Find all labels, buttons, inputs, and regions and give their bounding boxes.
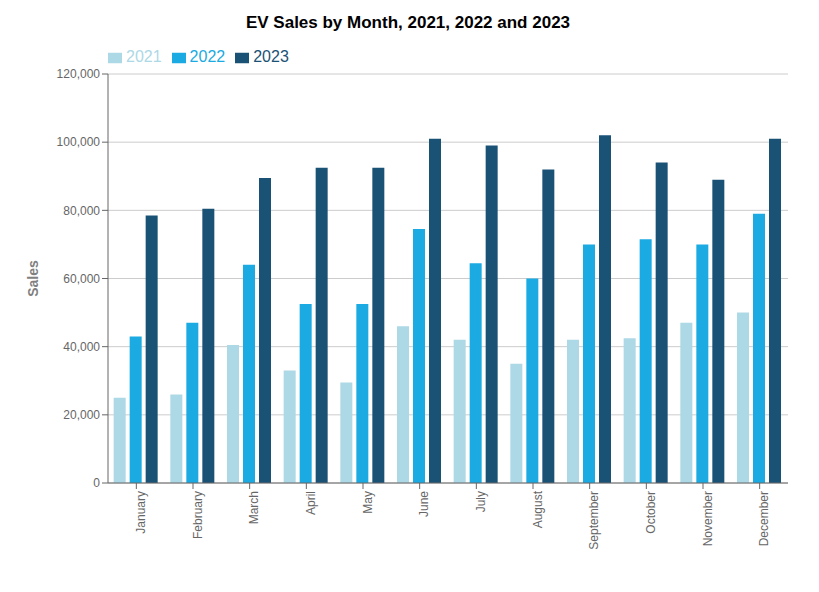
svg-text:May: May — [361, 491, 375, 514]
svg-text:March: March — [247, 491, 261, 524]
svg-text:Sales: Sales — [25, 260, 41, 297]
svg-text:June: June — [417, 491, 431, 517]
svg-text:July: July — [474, 491, 488, 512]
html-text:2023: 2023 — [253, 48, 289, 65]
svg-text:0: 0 — [93, 476, 100, 490]
svg-text:December: December — [757, 491, 771, 546]
svg-text:40,000: 40,000 — [63, 340, 100, 354]
svg-text:80,000: 80,000 — [63, 204, 100, 218]
html-text:2021: 2021 — [126, 48, 162, 65]
svg-text:20,000: 20,000 — [63, 408, 100, 422]
svg-text:September: September — [587, 491, 601, 550]
svg-text:100,000: 100,000 — [57, 135, 101, 149]
svg-text:November: November — [701, 491, 715, 546]
svg-text:August: August — [531, 490, 545, 528]
svg-text:January: January — [134, 491, 148, 534]
svg-text:April: April — [304, 491, 318, 515]
svg-text:120,000: 120,000 — [57, 67, 101, 81]
html-text:2022: 2022 — [189, 48, 226, 65]
html-text:EV Sales by Month, 2021, 2022: EV Sales by Month, 2021, 2022 and 2023 — [245, 13, 570, 32]
svg-text:October: October — [644, 491, 658, 534]
svg-text:60,000: 60,000 — [63, 272, 100, 286]
svg-text:February: February — [191, 491, 205, 539]
